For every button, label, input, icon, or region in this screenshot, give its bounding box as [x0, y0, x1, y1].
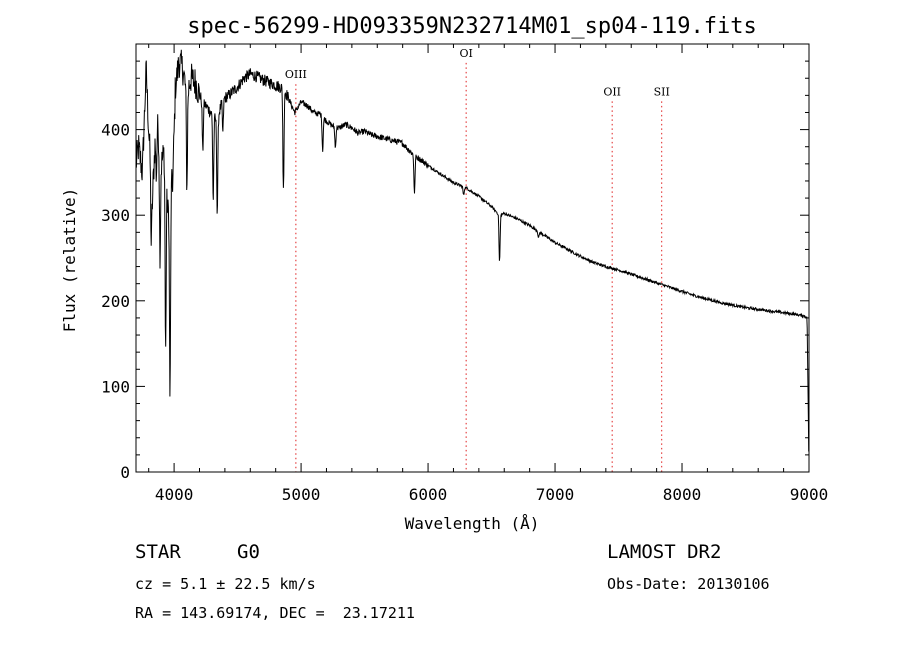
- marker-label-SII: SII: [654, 85, 670, 98]
- chart-title: spec-56299-HD093359N232714M01_sp04-119.f…: [187, 14, 757, 39]
- y-tick-label: 100: [101, 377, 130, 396]
- y-tick-label: 200: [101, 292, 130, 311]
- marker-label-OI: OI: [459, 47, 472, 60]
- x-tick-label: 9000: [790, 485, 829, 504]
- x-tick-label: 5000: [282, 485, 321, 504]
- ra-dec: RA = 143.69174, DEC = 23.17211: [135, 604, 415, 622]
- marker-label-OIII: OIII: [285, 68, 307, 81]
- y-tick-label: 0: [120, 463, 130, 482]
- object-class: STAR: [135, 541, 181, 563]
- spectrum-line: [135, 49, 810, 452]
- object-subclass: G0: [237, 541, 260, 563]
- y-tick-label: 400: [101, 121, 130, 140]
- x-axis-label: Wavelength (Å): [405, 514, 540, 533]
- plot-frame: [135, 43, 810, 473]
- x-tick-label: 4000: [155, 485, 194, 504]
- x-tick-label: 6000: [409, 485, 448, 504]
- x-tick-label: 7000: [536, 485, 575, 504]
- redshift-cz: cz = 5.1 ± 22.5 km/s: [135, 575, 316, 593]
- y-axis-ticks: 0 100 200 300 400: [101, 60, 809, 482]
- x-axis-ticks: 4000 5000 6000 7000 8000 9000: [148, 44, 829, 504]
- x-tick-label: 8000: [663, 485, 702, 504]
- observation-date: Obs-Date: 20130106: [607, 575, 770, 593]
- y-axis-label: Flux (relative): [60, 188, 79, 333]
- y-tick-label: 300: [101, 206, 130, 225]
- emission-markers: OIII OI OII SII: [285, 47, 670, 472]
- marker-label-OII: OII: [603, 85, 621, 98]
- survey-name: LAMOST DR2: [607, 541, 722, 563]
